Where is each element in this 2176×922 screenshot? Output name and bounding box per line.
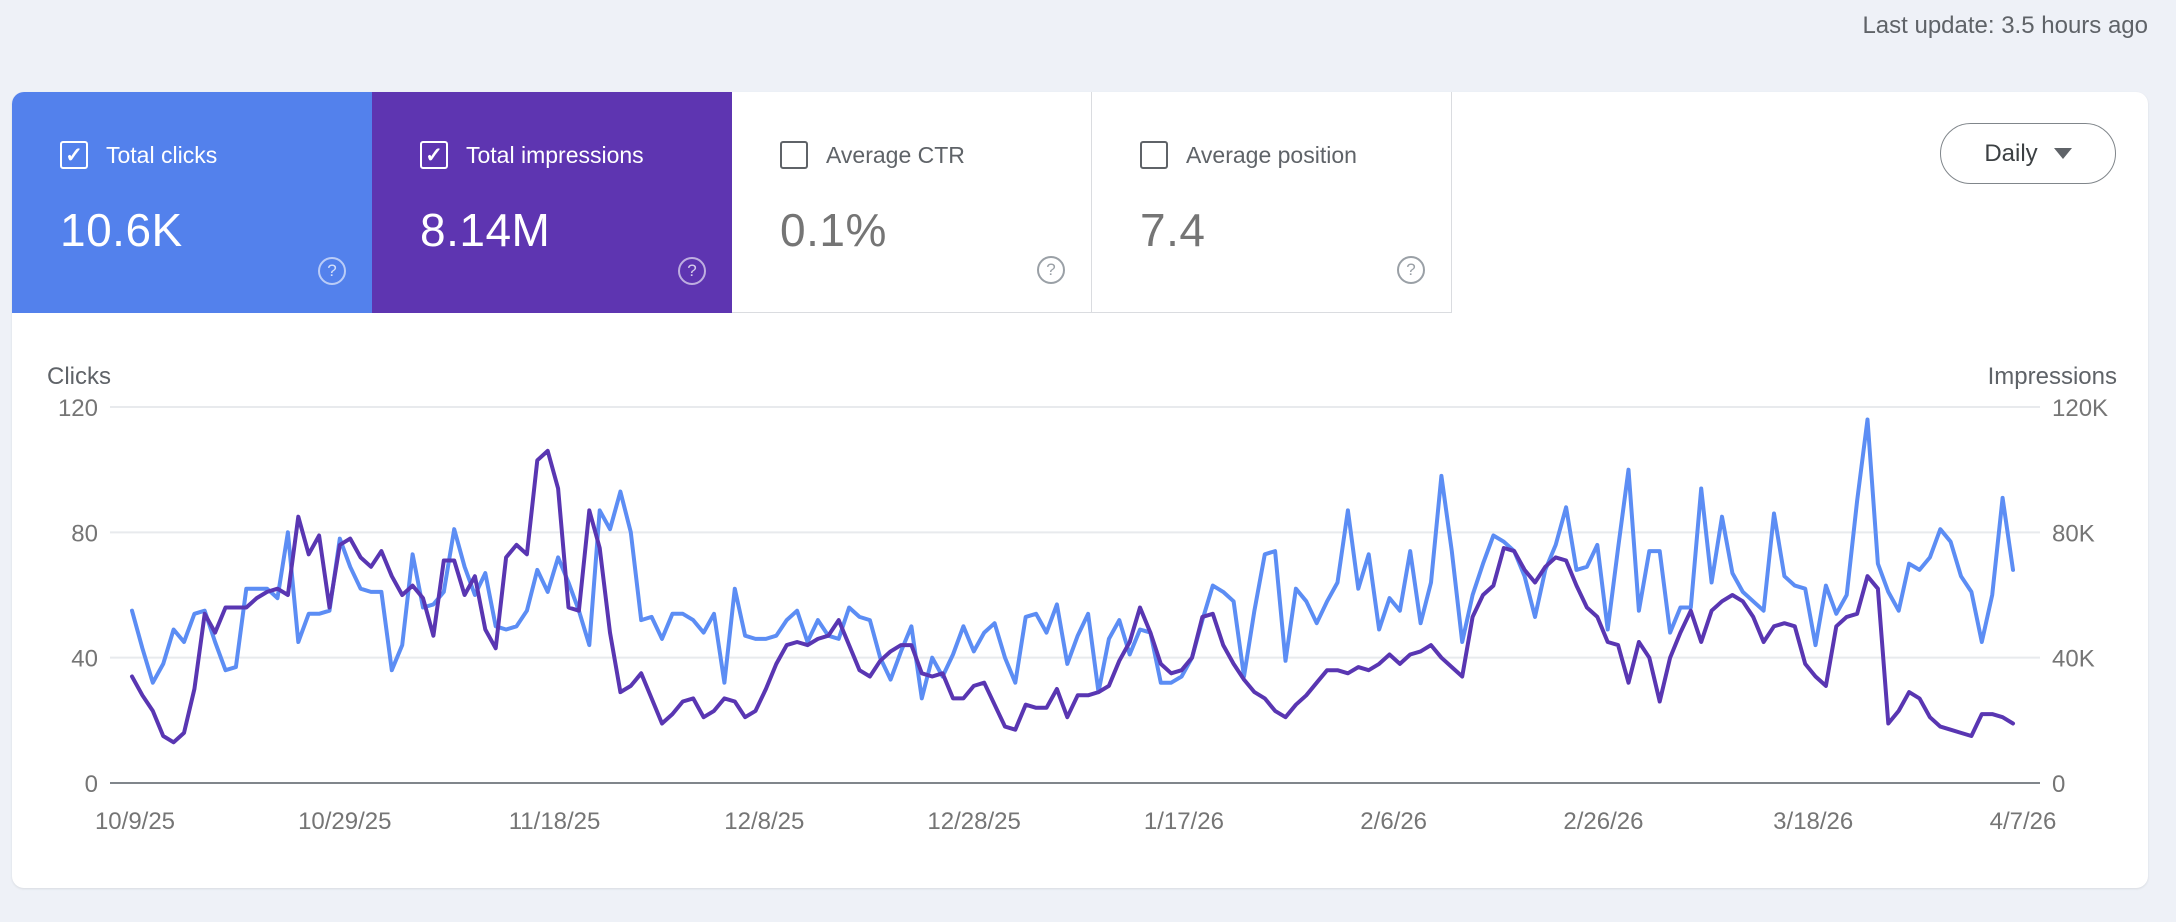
series-impressions	[130, 448, 2015, 745]
svg-text:3/18/26: 3/18/26	[1773, 808, 1853, 835]
granularity-selected: Daily	[1984, 139, 2038, 167]
average-ctr-checkbox[interactable]: ✓	[780, 141, 808, 169]
svg-text:120K: 120K	[2052, 395, 2108, 422]
granularity-dropdown[interactable]: Daily	[1940, 123, 2116, 184]
card-average-ctr[interactable]: ✓ Average CTR 0.1% ?	[732, 92, 1092, 313]
series-clicks	[130, 417, 2015, 701]
card-total-impressions[interactable]: ✓ Total impressions 8.14M ?	[372, 92, 732, 313]
svg-text:12/28/25: 12/28/25	[927, 808, 1020, 835]
total-impressions-label: Total impressions	[466, 141, 644, 168]
svg-text:10/29/25: 10/29/25	[298, 808, 391, 835]
svg-text:120: 120	[58, 395, 98, 422]
total-impressions-checkbox[interactable]: ✓	[420, 141, 448, 169]
svg-text:40K: 40K	[2052, 646, 2095, 673]
help-icon[interactable]: ?	[1397, 256, 1425, 284]
svg-text:Impressions: Impressions	[1988, 363, 2117, 390]
help-icon[interactable]: ?	[318, 257, 346, 285]
svg-text:0: 0	[85, 771, 98, 798]
average-position-label: Average position	[1186, 141, 1357, 168]
svg-text:12/8/25: 12/8/25	[724, 808, 804, 835]
svg-text:2/26/26: 2/26/26	[1563, 808, 1643, 835]
average-ctr-label: Average CTR	[826, 141, 965, 168]
average-position-value: 7.4	[1140, 204, 1206, 256]
card-average-position[interactable]: ✓ Average position 7.4 ?	[1092, 92, 1452, 313]
svg-text:0: 0	[2052, 771, 2065, 798]
total-clicks-checkbox[interactable]: ✓	[60, 141, 88, 169]
top-bar: Last update: 3.5 hours ago	[0, 6, 2148, 46]
chevron-down-icon	[2053, 148, 2072, 159]
total-clicks-value: 10.6K	[60, 204, 183, 256]
performance-panel: ✓ Total clicks 10.6K ? ✓ Total impressio…	[12, 92, 2148, 888]
help-icon[interactable]: ?	[1037, 256, 1065, 284]
svg-text:Clicks: Clicks	[47, 363, 111, 390]
total-clicks-label: Total clicks	[106, 141, 218, 168]
help-icon[interactable]: ?	[678, 257, 706, 285]
total-impressions-value: 8.14M	[420, 204, 551, 256]
performance-line-chart[interactable]: 120 120K 80 80K 40 40K 0 0 Clicks Impressions 10/9…	[12, 313, 2148, 888]
svg-text:1/17/26: 1/17/26	[1144, 808, 1224, 835]
svg-text:10/9/25: 10/9/25	[95, 808, 175, 835]
card-total-clicks[interactable]: ✓ Total clicks 10.6K ?	[12, 92, 372, 313]
svg-text:4/7/26: 4/7/26	[1990, 808, 2057, 835]
last-update-text: Last update: 3.5 hours ago	[1862, 12, 2148, 39]
svg-text:80K: 80K	[2052, 520, 2095, 547]
svg-text:80: 80	[71, 520, 98, 547]
metric-cards-row: ✓ Total clicks 10.6K ? ✓ Total impressio…	[12, 92, 1452, 313]
svg-text:11/18/25: 11/18/25	[509, 808, 601, 835]
average-position-checkbox[interactable]: ✓	[1140, 141, 1168, 169]
svg-text:2/6/26: 2/6/26	[1360, 808, 1427, 835]
svg-text:40: 40	[71, 646, 98, 673]
average-ctr-value: 0.1%	[780, 204, 887, 256]
